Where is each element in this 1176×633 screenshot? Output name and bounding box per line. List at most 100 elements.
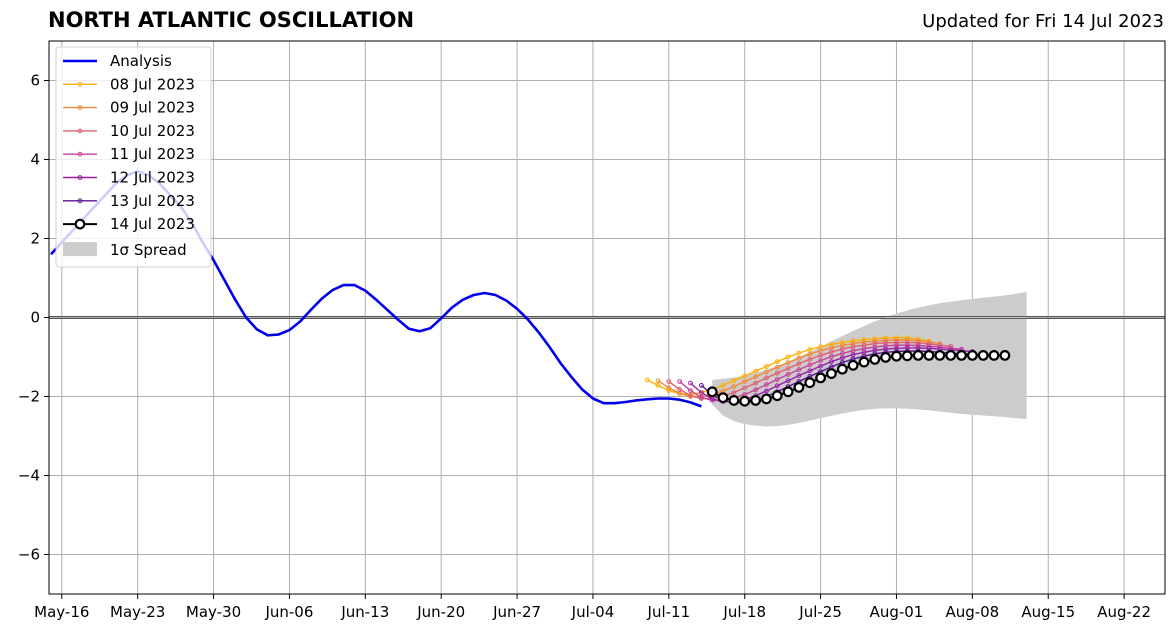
forecast-point xyxy=(742,385,748,391)
legend-marker xyxy=(77,105,83,110)
forecast-point xyxy=(742,373,748,379)
forecast-point xyxy=(699,394,704,400)
forecast-point xyxy=(818,348,823,354)
forecast-point xyxy=(807,368,813,374)
chart-title: NORTH ATLANTIC OSCILLATION xyxy=(48,8,415,32)
forecast-point xyxy=(915,345,921,351)
forecast-series xyxy=(706,350,1011,407)
updated-date: Updated for Fri 14 Jul 2023 xyxy=(922,11,1164,32)
x-tick-label: Aug-08 xyxy=(945,603,999,621)
x-tick-label: Aug-22 xyxy=(1097,603,1151,621)
forecast-point xyxy=(761,393,772,405)
forecast-point xyxy=(901,350,913,362)
forecast-point xyxy=(793,382,805,393)
x-tick-label: May-30 xyxy=(186,603,241,621)
forecast-point xyxy=(774,370,780,376)
legend-label: 14 Jul 2023 xyxy=(110,215,195,233)
forecast-point xyxy=(699,390,704,396)
legend-marker xyxy=(77,128,83,134)
forecast-point xyxy=(880,352,891,363)
legend-marker xyxy=(74,218,86,230)
y-tick-label: 0 xyxy=(30,309,40,327)
forecast-point xyxy=(807,351,813,357)
forecast-point xyxy=(796,350,802,356)
forecast-point xyxy=(912,350,924,361)
forecast-point xyxy=(904,342,910,348)
plot-area xyxy=(49,170,1165,427)
forecast-point xyxy=(904,340,910,345)
legend-marker xyxy=(77,151,83,157)
forecast-point xyxy=(666,379,672,384)
forecast-point xyxy=(945,350,957,361)
forecast-point xyxy=(850,341,856,347)
y-tick-label: −4 xyxy=(18,467,40,485)
forecast-point xyxy=(750,395,761,406)
forecast-point xyxy=(764,382,769,388)
forecast-point xyxy=(764,375,769,381)
forecast-point xyxy=(804,377,816,389)
forecast-point xyxy=(785,366,791,371)
x-tick-label: May-23 xyxy=(110,603,165,621)
forecast-point xyxy=(904,345,910,351)
legend: Analysis 08 Jul 2023 09 Jul 2023 10 Jul 202… xyxy=(55,46,212,268)
legend-label: 12 Jul 2023 xyxy=(110,169,195,187)
forecast-point xyxy=(829,354,834,360)
x-tick-label: Jun-27 xyxy=(492,603,541,621)
legend-label: 08 Jul 2023 xyxy=(110,75,195,93)
forecast-point xyxy=(915,340,921,346)
forecast-point xyxy=(967,350,978,361)
legend-label: 10 Jul 2023 xyxy=(110,122,195,140)
forecast-point xyxy=(807,362,813,368)
forecast-point xyxy=(988,350,1000,361)
legend-box xyxy=(55,46,212,268)
forecast-point xyxy=(782,386,794,398)
forecast-point xyxy=(807,357,813,362)
x-tick-label: Jun-06 xyxy=(264,603,313,621)
forecast-point xyxy=(688,388,693,394)
forecast-point xyxy=(934,350,946,361)
forecast-point xyxy=(818,353,823,358)
legend-label: 09 Jul 2023 xyxy=(110,99,195,117)
forecast-point xyxy=(894,342,899,348)
forecast-point xyxy=(677,387,683,392)
y-tick-label: −6 xyxy=(18,546,40,564)
forecast-point xyxy=(677,379,683,384)
forecast-point xyxy=(655,378,661,384)
forecast-point xyxy=(839,355,845,361)
forecast-point xyxy=(796,355,802,361)
y-tick-label: 6 xyxy=(30,72,40,90)
forecast-point xyxy=(883,346,888,352)
x-tick-label: Jun-20 xyxy=(416,603,465,621)
forecast-point xyxy=(764,388,769,394)
forecast-point xyxy=(829,349,834,355)
forecast-point xyxy=(883,340,888,346)
forecast-point xyxy=(764,369,769,375)
forecast-point xyxy=(731,378,737,384)
x-tick-label: Jun-13 xyxy=(340,603,389,621)
forecast-point xyxy=(785,372,791,377)
forecast-point xyxy=(956,350,967,361)
legend-marker xyxy=(77,81,83,87)
forecast-point xyxy=(850,352,856,358)
forecast-point xyxy=(728,395,740,406)
forecast-point xyxy=(818,363,823,369)
x-tick-label: May-16 xyxy=(34,603,89,621)
forecast-point xyxy=(753,374,758,380)
forecast-point xyxy=(785,360,791,365)
legend-label: 13 Jul 2023 xyxy=(110,192,195,210)
forecast-point xyxy=(774,377,780,382)
x-tick-label: Jul-11 xyxy=(647,603,691,621)
forecast-point xyxy=(666,385,672,391)
forecast-point xyxy=(839,340,845,345)
forecast-point xyxy=(720,383,726,388)
forecast-point xyxy=(894,340,899,345)
forecast-point xyxy=(717,392,729,404)
forecast-point xyxy=(706,386,718,398)
forecast-point xyxy=(774,364,780,370)
forecast-point xyxy=(836,363,848,375)
forecast-point xyxy=(839,351,845,356)
legend-label: Analysis xyxy=(110,52,172,70)
forecast-point xyxy=(742,379,748,384)
forecast-point xyxy=(785,354,791,360)
forecast-point xyxy=(796,373,802,379)
